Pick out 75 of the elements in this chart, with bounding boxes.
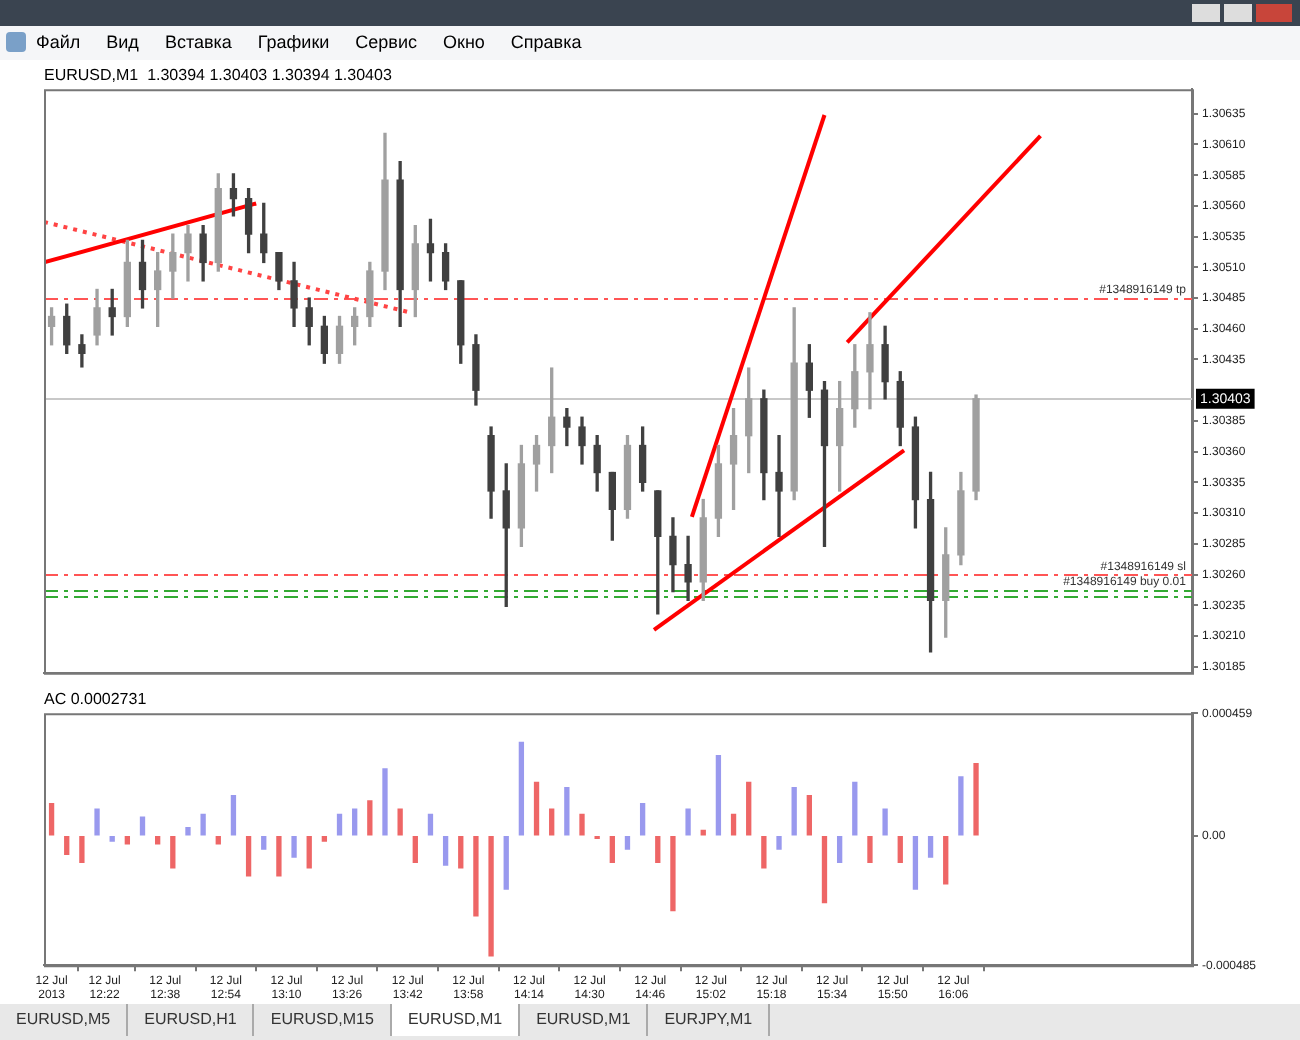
bar xyxy=(170,836,176,869)
bar xyxy=(882,808,888,836)
bar xyxy=(276,836,282,877)
bar xyxy=(124,836,131,845)
text: Графики xyxy=(257,32,330,52)
chart-title: EURUSD,M1 1.30394 1.30403 1.30394 1.30403 xyxy=(44,66,393,85)
bar xyxy=(412,836,418,864)
bar xyxy=(912,836,919,890)
bar xyxy=(518,741,525,836)
bar xyxy=(761,836,767,869)
bar xyxy=(776,836,782,850)
bar xyxy=(458,836,464,869)
bar xyxy=(230,795,237,836)
bar xyxy=(639,803,646,836)
bar xyxy=(609,836,615,864)
bar xyxy=(897,836,903,864)
bar xyxy=(503,836,509,890)
bar xyxy=(867,836,873,864)
bar xyxy=(852,781,858,836)
bar xyxy=(670,836,676,912)
bar xyxy=(48,803,55,836)
bar xyxy=(64,836,70,856)
bar xyxy=(821,836,828,904)
text: EURUSD,M15 xyxy=(254,1004,392,1036)
text: Окно xyxy=(443,32,485,52)
bar xyxy=(306,836,312,869)
bar xyxy=(488,836,494,957)
text: Справка xyxy=(510,32,582,52)
bar xyxy=(655,836,661,864)
bar xyxy=(94,808,100,836)
bar xyxy=(155,836,161,845)
bar xyxy=(579,813,585,836)
text: Файл xyxy=(36,32,81,52)
bar xyxy=(427,813,434,836)
bar xyxy=(791,787,797,836)
bar xyxy=(382,768,388,836)
bar xyxy=(109,836,115,842)
text: EURJPY,M1 xyxy=(648,1004,771,1036)
bar xyxy=(261,836,267,850)
text: EURUSD,H1 xyxy=(128,1004,255,1036)
text: Вставка xyxy=(164,32,232,52)
bar xyxy=(730,813,737,836)
bar xyxy=(321,836,328,842)
bar xyxy=(245,836,252,877)
bar xyxy=(397,808,403,836)
bar xyxy=(442,836,449,866)
bar xyxy=(943,836,949,885)
text: Вид xyxy=(106,32,139,52)
bar xyxy=(473,836,479,917)
bar xyxy=(927,836,934,858)
text: Сервис xyxy=(355,32,417,52)
bar xyxy=(200,813,206,836)
bar xyxy=(624,836,631,850)
text: EURUSD,M1 xyxy=(520,1004,649,1036)
bar xyxy=(215,836,221,845)
bar xyxy=(973,762,979,836)
bar xyxy=(685,808,691,836)
bar xyxy=(336,813,343,836)
bar xyxy=(746,781,752,836)
text: EURUSD,M1 xyxy=(391,1004,521,1036)
bar xyxy=(185,827,191,836)
bar xyxy=(367,800,373,836)
bar xyxy=(715,754,722,836)
chart-title: AC 0.0002731 xyxy=(44,690,148,709)
bar xyxy=(564,787,570,836)
text: EURUSD,M5 xyxy=(0,1004,129,1036)
bar xyxy=(139,816,146,836)
bar xyxy=(533,781,540,836)
bar xyxy=(79,836,85,864)
bar xyxy=(291,836,297,858)
bar xyxy=(549,808,555,836)
bar xyxy=(836,836,843,864)
bar xyxy=(806,795,812,836)
bar xyxy=(352,808,358,836)
bar xyxy=(958,776,964,836)
